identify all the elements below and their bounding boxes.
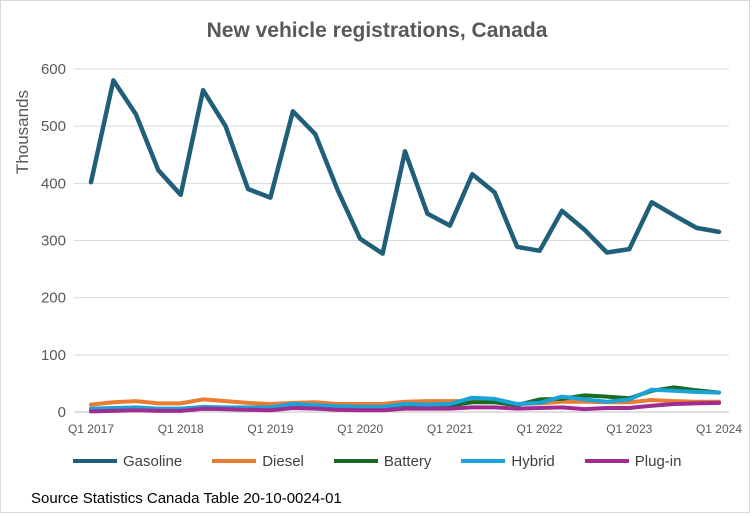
x-tick-label: Q1 2021: [427, 422, 473, 436]
x-tick-label: Q1 2020: [337, 422, 383, 436]
y-axis-label: Thousands: [13, 90, 32, 174]
x-tick-label: Q1 2018: [158, 422, 204, 436]
series-line-gasoline: [88, 78, 722, 256]
legend-label: Plug-in: [634, 452, 682, 470]
legend-label: Diesel: [262, 452, 304, 470]
y-tick-label: 500: [41, 118, 66, 135]
legend-swatch: [584, 459, 629, 463]
y-tick-label: 200: [41, 290, 66, 307]
source-note: Source Statistics Canada Table 20-10-002…: [31, 490, 342, 507]
y-tick-label: 100: [41, 347, 66, 364]
legend-item-gasoline: Gasoline: [73, 453, 182, 470]
x-tick-label: Q1 2022: [517, 422, 563, 436]
legend-swatch: [73, 459, 117, 463]
y-tick-label: 300: [41, 233, 66, 250]
legend-label: Gasoline: [123, 452, 183, 470]
legend-label: Hybrid: [511, 452, 555, 470]
legend-swatch: [461, 459, 506, 463]
legend-item-plug-in: Plug-in: [584, 452, 682, 470]
chart-title: New vehicle registrations, Canada: [206, 19, 548, 42]
legend-item-diesel: Diesel: [212, 453, 304, 470]
legend-label: Battery: [383, 452, 432, 470]
legend-item-battery: Battery: [333, 452, 432, 470]
series-lines: [88, 78, 722, 414]
legend-swatch: [333, 459, 378, 463]
y-tick-label: 400: [41, 175, 66, 192]
y-tick-label: 600: [41, 61, 66, 78]
x-axis-ticks: Q1 2017 Q1 2018 Q1 2019 Q1 2020 Q1 2021 Q1 20…: [68, 422, 742, 436]
series-line-plug-in: [89, 400, 721, 414]
x-tick-label: Q1 2023: [606, 422, 652, 436]
y-tick-label: 0: [58, 404, 66, 421]
gridlines: [74, 68, 729, 413]
legend: Gasoline Diesel Battery Hybrid Plug-in: [73, 451, 711, 471]
series-line-hybrid: [89, 387, 721, 411]
y-axis-ticks: 0 100 200 300 400 500 600: [41, 61, 66, 421]
x-tick-label: Q1 2017: [68, 422, 114, 436]
legend-item-hybrid: Hybrid: [461, 452, 555, 470]
x-tick-label: Q1 2024: [696, 422, 742, 436]
legend-swatch: [212, 459, 257, 463]
x-tick-label: Q1 2019: [247, 422, 293, 436]
